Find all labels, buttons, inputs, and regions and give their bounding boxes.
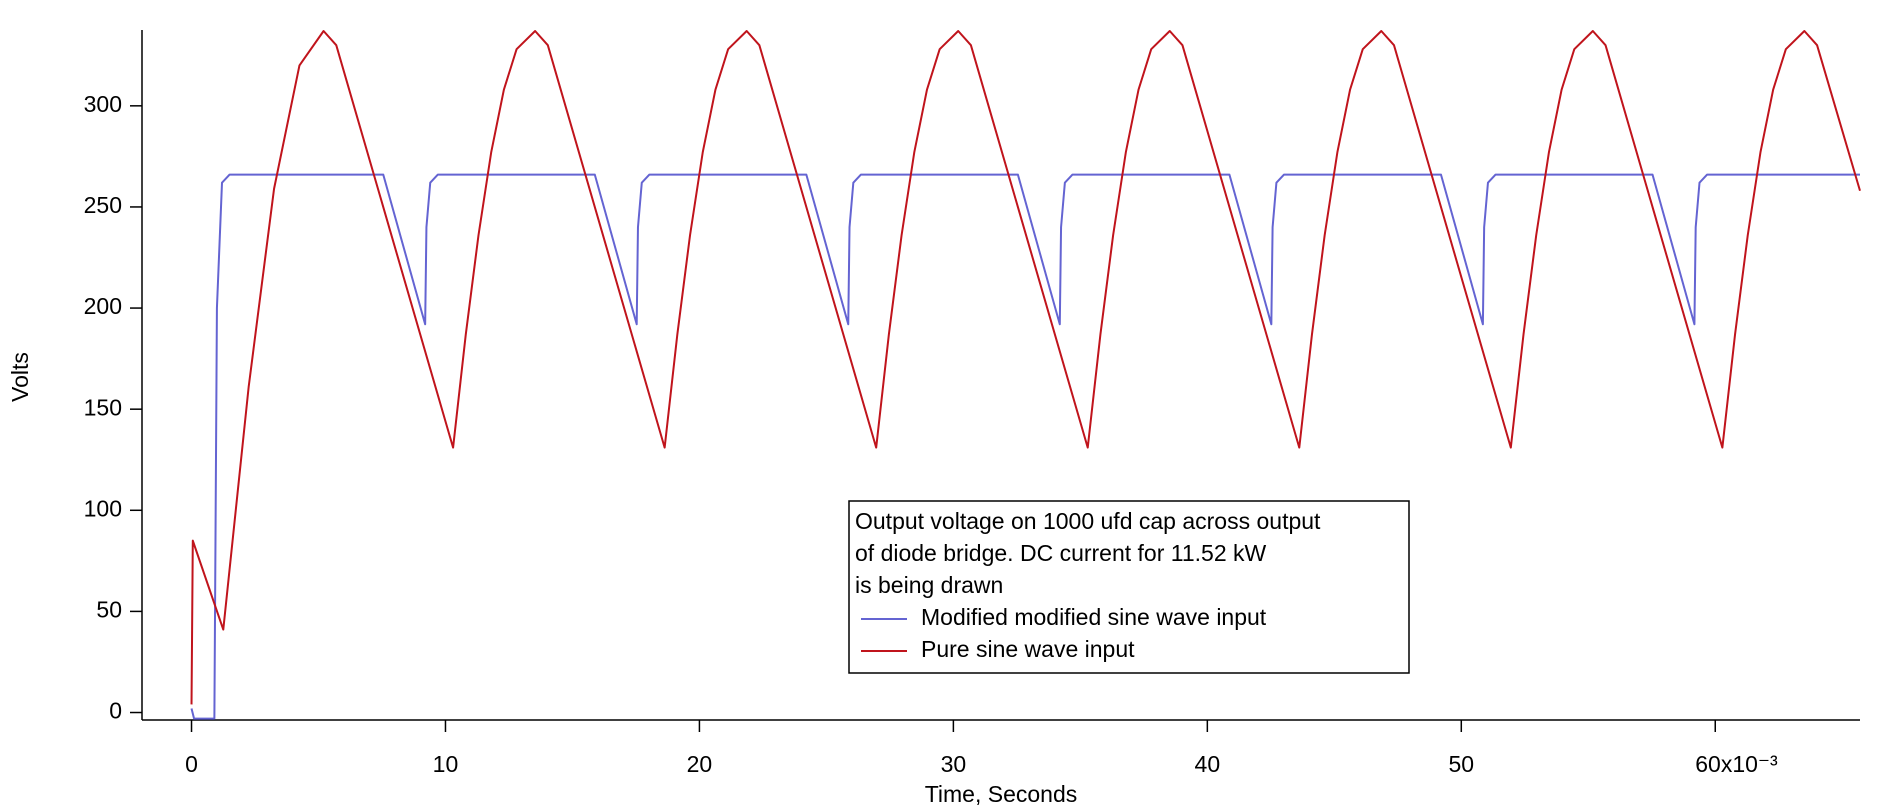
legend-box: [848, 500, 1410, 674]
x-tick-label: 30: [941, 751, 967, 777]
y-tick-label: 50: [96, 596, 122, 622]
y-tick-label: 150: [84, 394, 122, 420]
series-line: [190, 30, 1861, 705]
x-tick-label: 40: [1195, 751, 1221, 777]
annotation-line: is being drawn: [855, 572, 1003, 598]
x-tick-label: 20: [687, 751, 713, 777]
y-tick-label: 0: [109, 698, 122, 724]
x-tick-label: 10: [433, 751, 459, 777]
y-tick-label: 100: [84, 495, 122, 521]
annotation-line: Output voltage on 1000 ufd cap across ou…: [855, 508, 1321, 534]
annotation-line: of diode bridge. DC current for 11.52 kW: [855, 540, 1267, 566]
legend-label: Modified modified sine wave input: [921, 604, 1267, 630]
x-tick-label: 0: [185, 751, 198, 777]
series-line: [190, 173, 1860, 720]
legend-label: Pure sine wave input: [921, 636, 1135, 662]
x-tick-label: 60x10⁻³: [1695, 751, 1778, 777]
x-tick-label: 50: [1448, 751, 1474, 777]
y-axis-title: Volts: [7, 352, 33, 402]
y-tick-label: 300: [84, 91, 122, 117]
y-tick-label: 250: [84, 192, 122, 218]
y-tick-label: 200: [84, 293, 122, 319]
x-axis-title: Time, Seconds: [925, 781, 1078, 807]
